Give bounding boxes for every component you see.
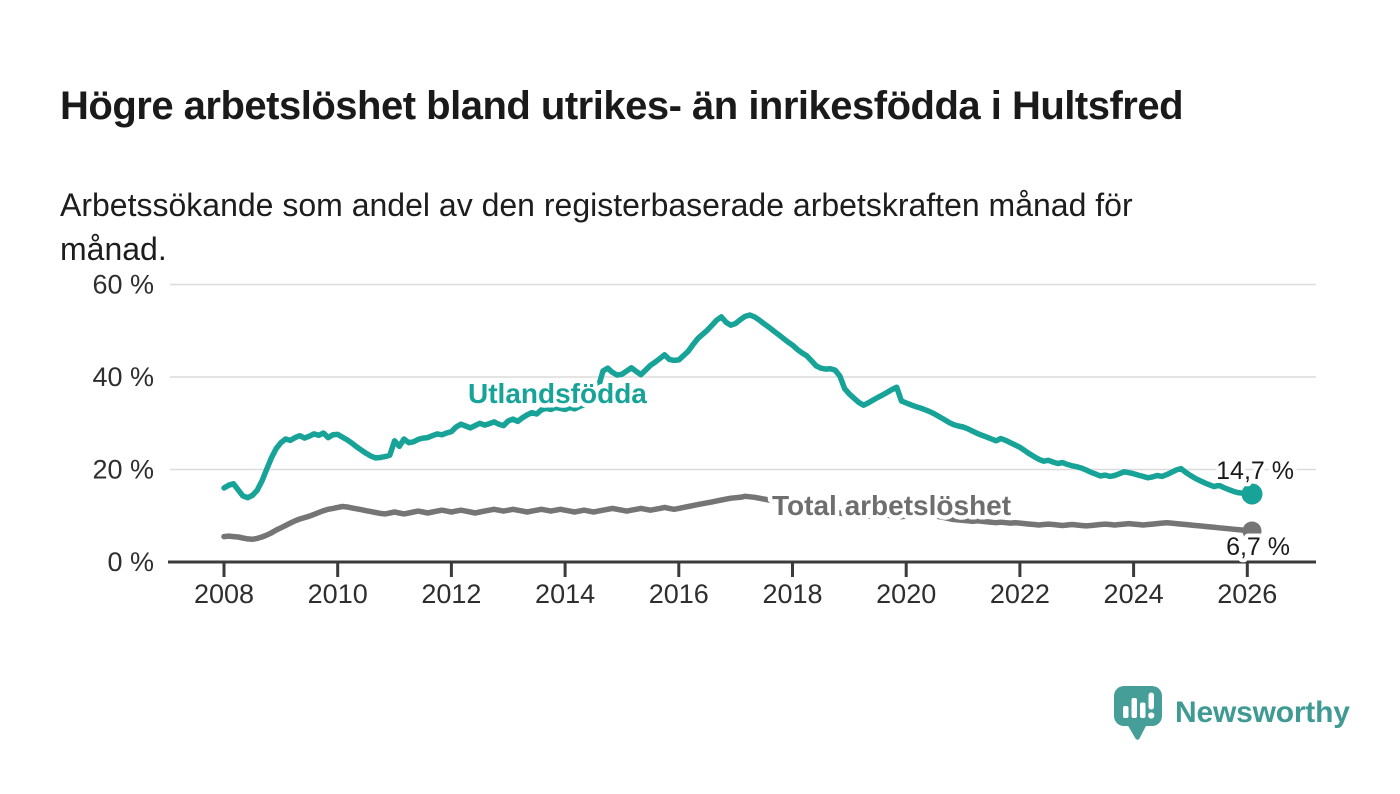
utlandsfodda-series-label: Utlandsfödda bbox=[468, 378, 647, 409]
x-tick-label-2010: 2010 bbox=[308, 579, 368, 609]
y-tick-label-60: 60 % bbox=[92, 270, 154, 300]
total-arbetsloshet-series-label: Total arbetslöshet bbox=[772, 490, 1011, 521]
y-tick-label-0: 0 % bbox=[107, 547, 154, 577]
newsworthy-logo-text: Newsworthy bbox=[1175, 696, 1350, 729]
total-arbetsloshet-end-value-label: 6,7 % bbox=[1226, 533, 1290, 561]
subtitle-line-1: Arbetssökande som andel av den registerb… bbox=[60, 187, 1133, 223]
x-tick-label-2008: 2008 bbox=[194, 579, 254, 609]
total-arbetsloshet-series-line bbox=[221, 493, 1255, 543]
x-tick-label-2018: 2018 bbox=[762, 579, 822, 609]
newsworthy-logo: Newsworthy bbox=[1112, 684, 1350, 742]
page-subtitle: Arbetssökande som andel av den registerb… bbox=[60, 184, 1310, 271]
x-tick-label-2026: 2026 bbox=[1217, 579, 1277, 609]
gridlines-group bbox=[170, 283, 1316, 471]
x-tick-label-2024: 2024 bbox=[1104, 579, 1164, 609]
y-tick-label-20: 20 % bbox=[92, 455, 154, 485]
x-tick-label-2022: 2022 bbox=[990, 579, 1050, 609]
x-tick-label-2020: 2020 bbox=[876, 579, 936, 609]
x-tick-label-2014: 2014 bbox=[535, 579, 595, 609]
newsworthy-speech-bubble-barchart-icon bbox=[1114, 686, 1162, 740]
utlandsfodda-end-dot bbox=[1241, 483, 1263, 505]
total-arbetsloshet-end-dot bbox=[1242, 521, 1262, 541]
x-tick-label-2012: 2012 bbox=[421, 579, 481, 609]
page-title: Högre arbetslöshet bland utrikes- än inr… bbox=[60, 83, 1184, 128]
x-ticks-group bbox=[222, 563, 1249, 577]
y-tick-labels-group: 0 % 20 % 40 % 60 % bbox=[92, 270, 154, 578]
utlandsfodda-series-line bbox=[221, 312, 1255, 501]
x-tick-labels-group: 2008 2010 2012 2014 2016 2018 2020 2022 2024 2026 bbox=[194, 579, 1277, 609]
y-tick-label-40: 40 % bbox=[92, 362, 154, 392]
subtitle-line-2: månad. bbox=[60, 230, 167, 267]
x-tick-label-2016: 2016 bbox=[649, 579, 709, 609]
utlandsfodda-end-value-label: 14,7 % bbox=[1216, 457, 1294, 485]
